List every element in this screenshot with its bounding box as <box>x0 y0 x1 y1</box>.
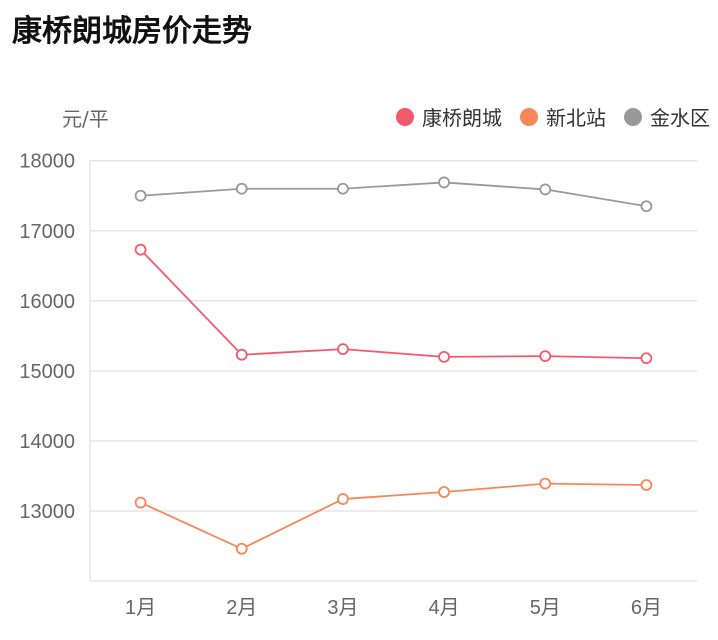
series-line-0 <box>139 249 647 360</box>
data-point[interactable] <box>539 477 552 490</box>
legend-marker-icon <box>624 107 642 126</box>
legend-marker-icon <box>520 107 538 126</box>
x-tick-label: 2月 <box>226 597 257 619</box>
data-point[interactable] <box>438 176 450 189</box>
data-point[interactable] <box>640 200 653 213</box>
y-tick-label: 15000 <box>19 361 75 383</box>
y-tick-label: 14000 <box>19 431 75 453</box>
x-tick-label: 6月 <box>631 597 662 619</box>
data-point[interactable] <box>438 486 450 498</box>
data-point[interactable] <box>337 493 349 505</box>
x-tick-label: 3月 <box>327 597 358 619</box>
legend-label: 金水区 <box>650 106 710 130</box>
y-tick-label: 13000 <box>19 501 75 523</box>
data-point[interactable] <box>539 350 552 363</box>
x-tick-label: 1月 <box>125 597 156 619</box>
legend-item-jinshuiqu[interactable]: 金水区 <box>624 102 710 131</box>
data-point[interactable] <box>134 189 147 202</box>
data-point[interactable] <box>235 542 248 555</box>
y-tick-label: 18000 <box>19 151 75 173</box>
y-axis-unit: 元/平 <box>62 107 109 131</box>
data-point[interactable] <box>640 479 653 491</box>
chart-title: 康桥朗城房价走势 <box>12 14 252 49</box>
series-line-2 <box>140 181 647 208</box>
y-tick-label: 17000 <box>19 221 75 243</box>
series-line-1 <box>140 482 647 550</box>
data-point[interactable] <box>337 343 349 356</box>
legend-label: 康桥朗城 <box>422 106 502 130</box>
y-tick-label: 16000 <box>19 291 75 313</box>
legend-item-xinbeizhan[interactable]: 新北站 <box>520 102 606 131</box>
data-point[interactable] <box>235 348 248 361</box>
legend-label: 新北站 <box>546 106 606 130</box>
legend-marker-icon <box>396 107 414 126</box>
data-point[interactable] <box>235 182 248 195</box>
x-tick-label: 5月 <box>530 597 561 619</box>
data-point[interactable] <box>640 352 653 365</box>
data-point[interactable] <box>337 182 349 195</box>
legend: 康桥朗城 新北站 金水区 <box>396 102 710 131</box>
data-point[interactable] <box>438 350 450 363</box>
data-point[interactable] <box>134 243 147 256</box>
legend-item-kangqiao[interactable]: 康桥朗城 <box>396 102 502 131</box>
x-tick-label: 4月 <box>429 597 460 619</box>
data-point[interactable] <box>134 496 147 509</box>
data-point[interactable] <box>539 183 552 196</box>
